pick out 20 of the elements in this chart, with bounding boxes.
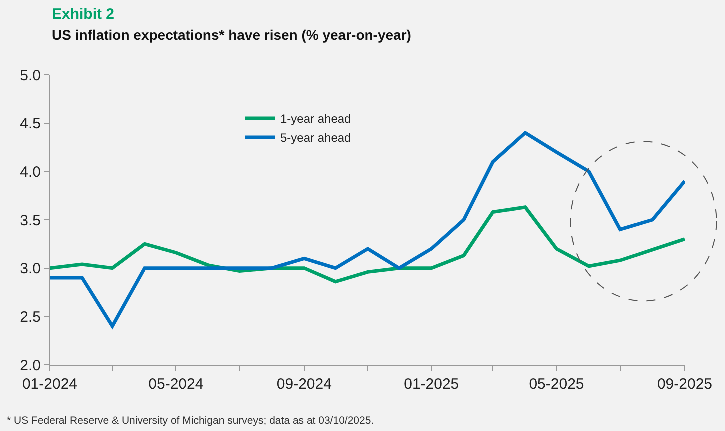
y-tick-label: 4.5 <box>20 116 41 133</box>
x-tick-label: 05-2024 <box>148 376 204 393</box>
legend-label: 5-year ahead <box>280 131 352 146</box>
y-tick-label: 3.0 <box>20 260 41 278</box>
line-series <box>50 131 685 328</box>
x-tick-label: 05-2025 <box>529 376 584 393</box>
x-tick-label: 01-2024 <box>22 376 78 393</box>
y-tick-label: 3.5 <box>20 212 41 230</box>
legend-label: 1-year ahead <box>280 112 352 126</box>
chart-subtitle: Exhibit 2 <box>52 6 115 23</box>
y-tick-label: 4.0 <box>20 164 41 181</box>
y-tick-label: 5.0 <box>20 67 41 84</box>
x-tick-label: 01-2025 <box>404 376 460 393</box>
line-series <box>50 206 685 284</box>
y-tick-label: 2.0 <box>20 357 41 374</box>
y-tick-label: 2.5 <box>20 308 41 326</box>
chart-title: US inflation expectations* have risen (% year-on-year) <box>52 27 412 43</box>
x-tick-label: 09-2025 <box>657 376 713 393</box>
x-tick-label: 09-2024 <box>276 376 332 393</box>
text: * US Federal Reserve & University of Michigan surveys; data as at 03/10/2025. <box>7 415 374 427</box>
